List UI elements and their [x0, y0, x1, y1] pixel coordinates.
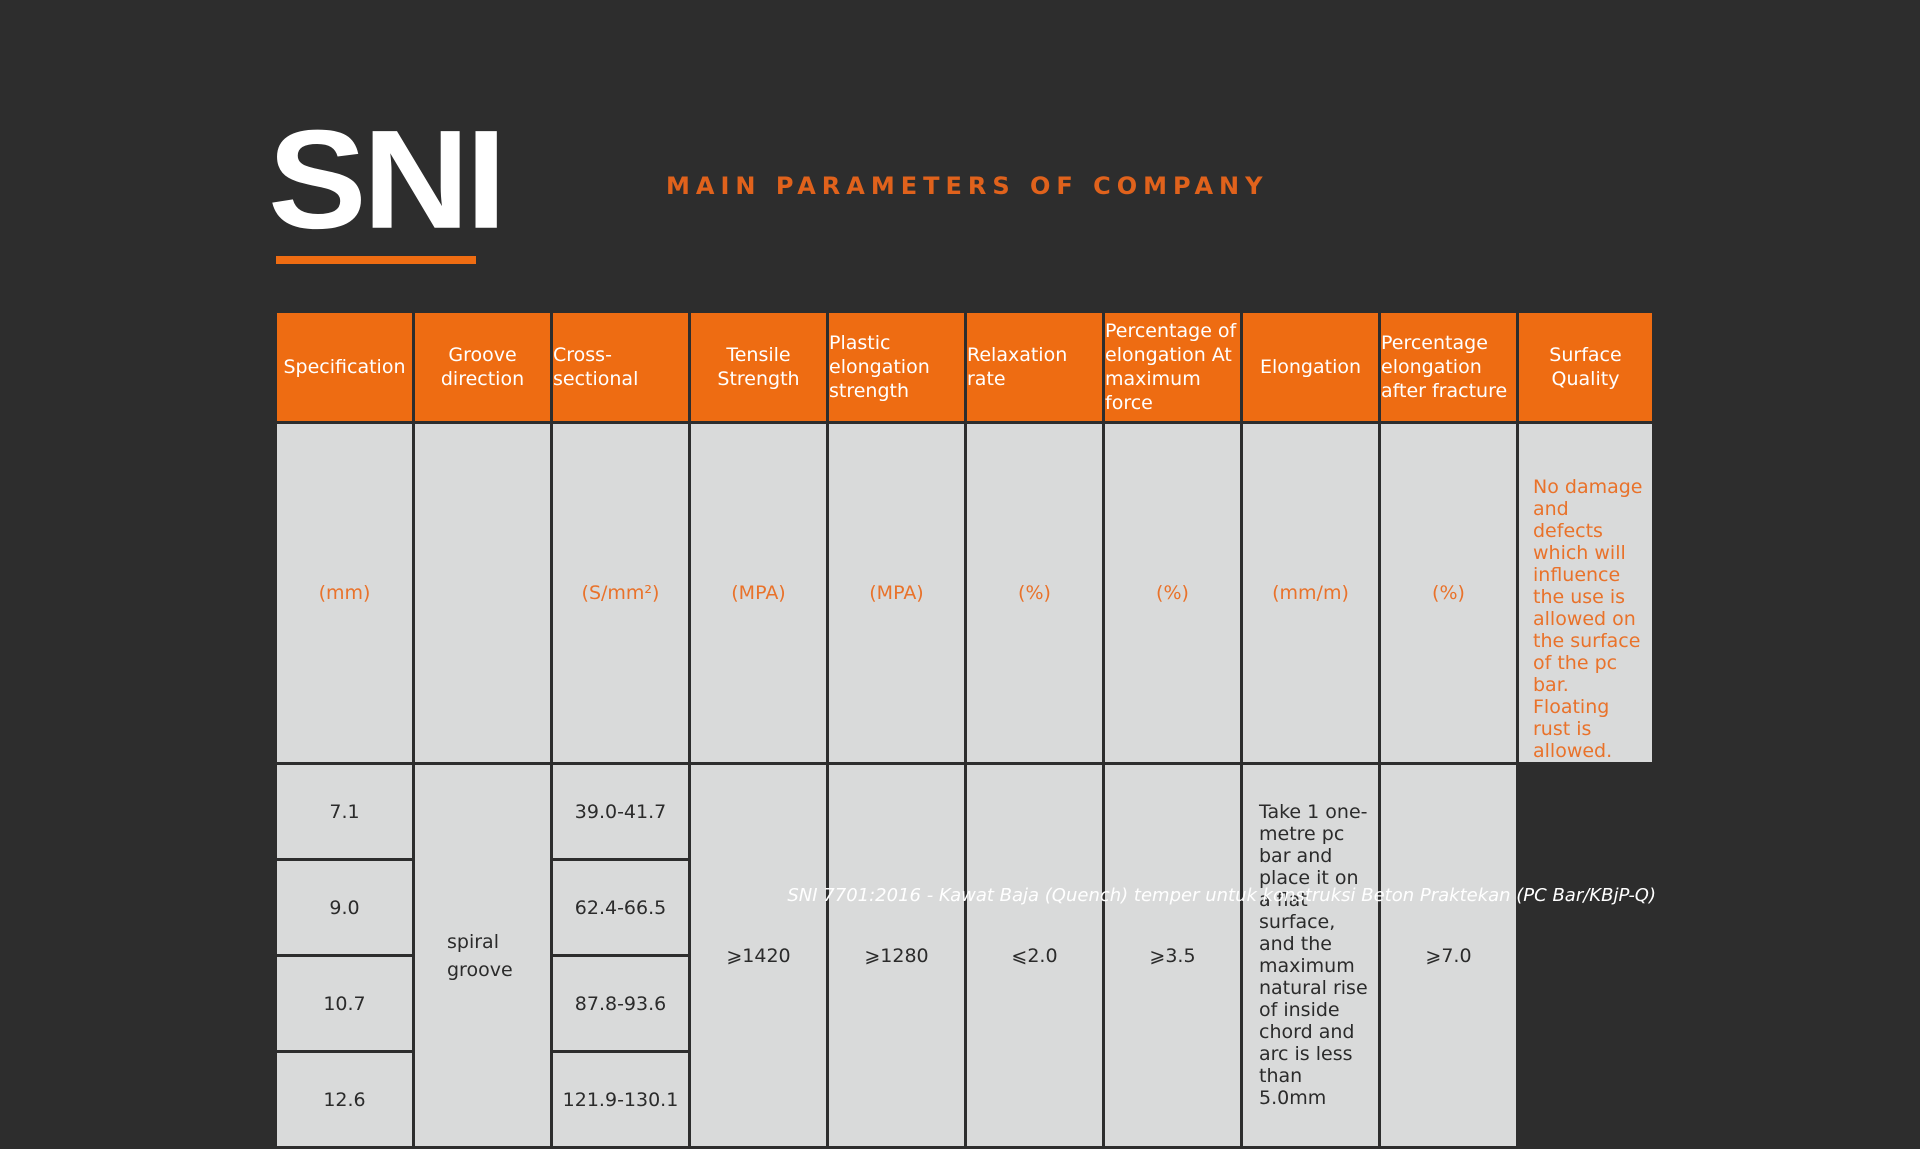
header-tensile-strength: Tensile Strength	[688, 310, 829, 424]
unit-cell: (%)	[964, 421, 1105, 765]
unit-cell: (S/mm²)	[550, 421, 691, 765]
header-elongation: Elongation	[1240, 310, 1381, 424]
header-after-fracture: Percentage elongation after fracture	[1378, 310, 1519, 424]
units-row: (mm) (S/mm²) (MPA) (MPA) (%) (%) (mm/m) …	[274, 421, 1655, 765]
header-surface-quality: Surface Quality	[1516, 310, 1655, 424]
specification-cell: 9.0	[274, 858, 415, 957]
elongation-cell: Take 1 one-metre pc bar and place it on …	[1240, 762, 1381, 1149]
plastic-cell: ⩾1280	[826, 762, 967, 1149]
table-row: 7.1 spiral groove 39.0-41.7 ⩾1420 ⩾1280 …	[274, 762, 1654, 1149]
specification-cell: 12.6	[274, 1050, 415, 1149]
elongation-max-force-cell: ⩾3.5	[1102, 762, 1243, 1149]
after-fracture-cell: ⩾7.0	[1378, 762, 1519, 1149]
table-row: 9.0 62.4-66.5	[274, 858, 1654, 957]
parameters-table: Specification Groove direction Cross-sec…	[274, 310, 1655, 1149]
unit-cell: (%)	[1102, 421, 1243, 765]
groove-cell: spiral groove	[412, 762, 553, 1149]
cross-section-cell: 121.9-130.1	[550, 1050, 691, 1149]
specification-cell: 10.7	[274, 954, 415, 1053]
header-cross-sectional: Cross-sectional	[550, 310, 691, 424]
header-groove-direction: Groove direction	[412, 310, 553, 424]
header-plastic-elongation: Plastic elongation strength	[826, 310, 967, 424]
page-title: MAIN PARAMETERS OF COMPANY	[666, 172, 1269, 200]
specification-cell: 7.1	[274, 762, 415, 861]
unit-cell: (%)	[1378, 421, 1519, 765]
unit-cell: (MPA)	[688, 421, 829, 765]
unit-cell: (MPA)	[826, 421, 967, 765]
standard-footnote: SNI 7701:2016 - Kawat Baja (Quench) temp…	[787, 885, 1656, 906]
tensile-cell: ⩾1420	[688, 762, 829, 1149]
cross-section-cell: 87.8-93.6	[550, 954, 691, 1053]
cross-section-cell: 62.4-66.5	[550, 858, 691, 957]
header-row: Specification Groove direction Cross-sec…	[274, 310, 1655, 424]
cross-section-cell: 39.0-41.7	[550, 762, 691, 861]
table-row: 10.7 87.8-93.6	[274, 954, 1654, 1053]
header-elongation-max-force: Percentage of elongation At maximum forc…	[1102, 310, 1243, 424]
logo-underline	[276, 256, 476, 264]
unit-cell: (mm)	[274, 421, 415, 765]
header-relaxation-rate: Relaxation rate	[964, 310, 1105, 424]
sni-logo: SNI	[268, 101, 507, 259]
unit-cell: (mm/m)	[1240, 421, 1381, 765]
relaxation-cell: ⩽2.0	[964, 762, 1105, 1149]
surface-quality-cell: No damage and defects which will influen…	[1516, 421, 1655, 765]
unit-cell	[412, 421, 553, 765]
header-specification: Specification	[274, 310, 415, 424]
